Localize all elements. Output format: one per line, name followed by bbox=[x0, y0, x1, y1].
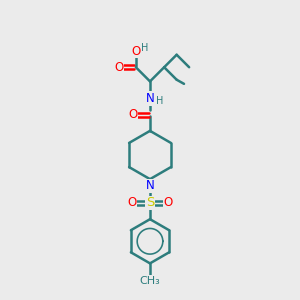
Text: H: H bbox=[141, 43, 148, 53]
Text: S: S bbox=[146, 196, 154, 209]
Text: O: O bbox=[131, 44, 140, 58]
Text: O: O bbox=[128, 108, 137, 121]
Text: O: O bbox=[114, 61, 123, 74]
Text: O: O bbox=[127, 196, 136, 209]
Text: CH₃: CH₃ bbox=[140, 276, 160, 286]
Text: H: H bbox=[156, 95, 163, 106]
Text: N: N bbox=[146, 92, 154, 105]
Text: O: O bbox=[164, 196, 173, 209]
Text: N: N bbox=[146, 179, 154, 192]
